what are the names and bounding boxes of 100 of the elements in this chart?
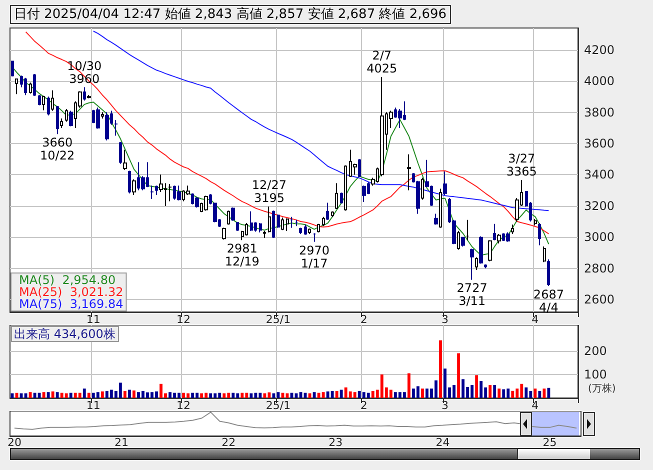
x-tick-label: 20 (7, 436, 22, 449)
annotation: 2981 12/19 (224, 242, 260, 269)
bar (118, 382, 122, 398)
candlestick (479, 236, 483, 264)
bar (38, 392, 41, 398)
bar (312, 392, 316, 398)
candlestick (177, 185, 181, 201)
candlestick (308, 228, 311, 234)
candlestick (38, 94, 41, 106)
candlestick (268, 206, 271, 233)
x-tick-label: 21 (114, 436, 129, 449)
candlestick (236, 222, 239, 232)
bar (511, 390, 514, 398)
candlestick (65, 108, 68, 122)
bar (64, 393, 68, 398)
bar (42, 392, 46, 398)
bar (128, 390, 131, 398)
bar (240, 392, 244, 398)
candlestick (340, 192, 343, 204)
candlestick (204, 195, 208, 212)
candlestick (511, 224, 514, 234)
y-tick-label: 3000 (584, 230, 615, 244)
candlestick (331, 210, 334, 218)
candlestick (29, 82, 32, 94)
candlestick (132, 178, 136, 196)
annotation: 12/27 3195 (252, 178, 287, 206)
x-tick-label: 25/1 (266, 399, 291, 412)
candlestick (123, 149, 127, 170)
candlestick (299, 227, 302, 234)
candlestick (493, 223, 496, 241)
x-tick-label: 25 (542, 436, 557, 449)
bar (353, 392, 356, 398)
candlestick (362, 185, 366, 202)
candlestick (344, 164, 347, 212)
bar (498, 388, 501, 398)
candlestick (286, 218, 289, 232)
candlestick (222, 227, 226, 240)
candlestick (277, 214, 280, 228)
text: MA(5) 2,954.80 (19, 273, 116, 287)
candlestick (461, 236, 465, 247)
bar (209, 393, 212, 398)
candlestick (105, 112, 109, 141)
x-tick-label: 3 (442, 313, 449, 326)
bar (335, 390, 338, 398)
x-tick-label: 4 (532, 313, 539, 326)
x-tick-label: 12 (176, 313, 191, 326)
candlestick (119, 141, 122, 164)
candlestick (128, 170, 131, 194)
x-tick-label: 4 (532, 399, 539, 412)
candlestick (322, 216, 325, 227)
bar (322, 392, 325, 398)
bar (538, 390, 542, 398)
candlestick (488, 240, 492, 262)
y-tick-label: 3200 (584, 198, 615, 213)
candlestick (168, 184, 172, 202)
bar (250, 393, 253, 398)
bar (366, 392, 370, 398)
candlestick (358, 158, 361, 178)
x-tick-label: 22 (222, 436, 236, 449)
y-tick-label: 3800 (584, 105, 615, 120)
bar (502, 389, 506, 398)
candlestick (60, 118, 63, 128)
bar (462, 379, 465, 398)
bar (69, 392, 72, 398)
candlestick (304, 224, 307, 236)
annotation: 2687 4/4 (533, 287, 564, 314)
bar (272, 393, 276, 398)
x-tick-label: 2 (360, 399, 368, 412)
bar (547, 388, 550, 398)
candlestick (250, 210, 253, 232)
bar (191, 392, 194, 398)
bar (493, 385, 496, 398)
bar (123, 390, 126, 398)
annotation: 3660 10/22 (40, 136, 75, 163)
text: MA(25) 3,021.32 (19, 285, 124, 299)
bar (475, 375, 478, 398)
candlestick (313, 232, 316, 242)
bar (56, 392, 59, 398)
candlestick (47, 96, 50, 116)
bar (542, 388, 546, 398)
candlestick (96, 107, 100, 130)
bar (28, 392, 32, 398)
y-tick-label: 3400 (584, 168, 615, 182)
candlestick (33, 74, 36, 96)
candlestick (543, 246, 546, 263)
candlestick (24, 77, 27, 96)
candlestick (497, 233, 501, 244)
y-tick-label: 3600 (584, 136, 615, 150)
bar (51, 391, 54, 398)
candlestick (150, 185, 154, 200)
x-tick-label: 23 (328, 436, 343, 449)
candlestick (195, 196, 199, 208)
bar (46, 392, 50, 398)
line-series (25, 31, 550, 234)
x-tick-label: 11 (86, 313, 100, 326)
bar (402, 392, 406, 398)
bar (200, 393, 204, 398)
bar (330, 390, 334, 398)
bar (488, 385, 492, 398)
candlestick (69, 110, 73, 127)
